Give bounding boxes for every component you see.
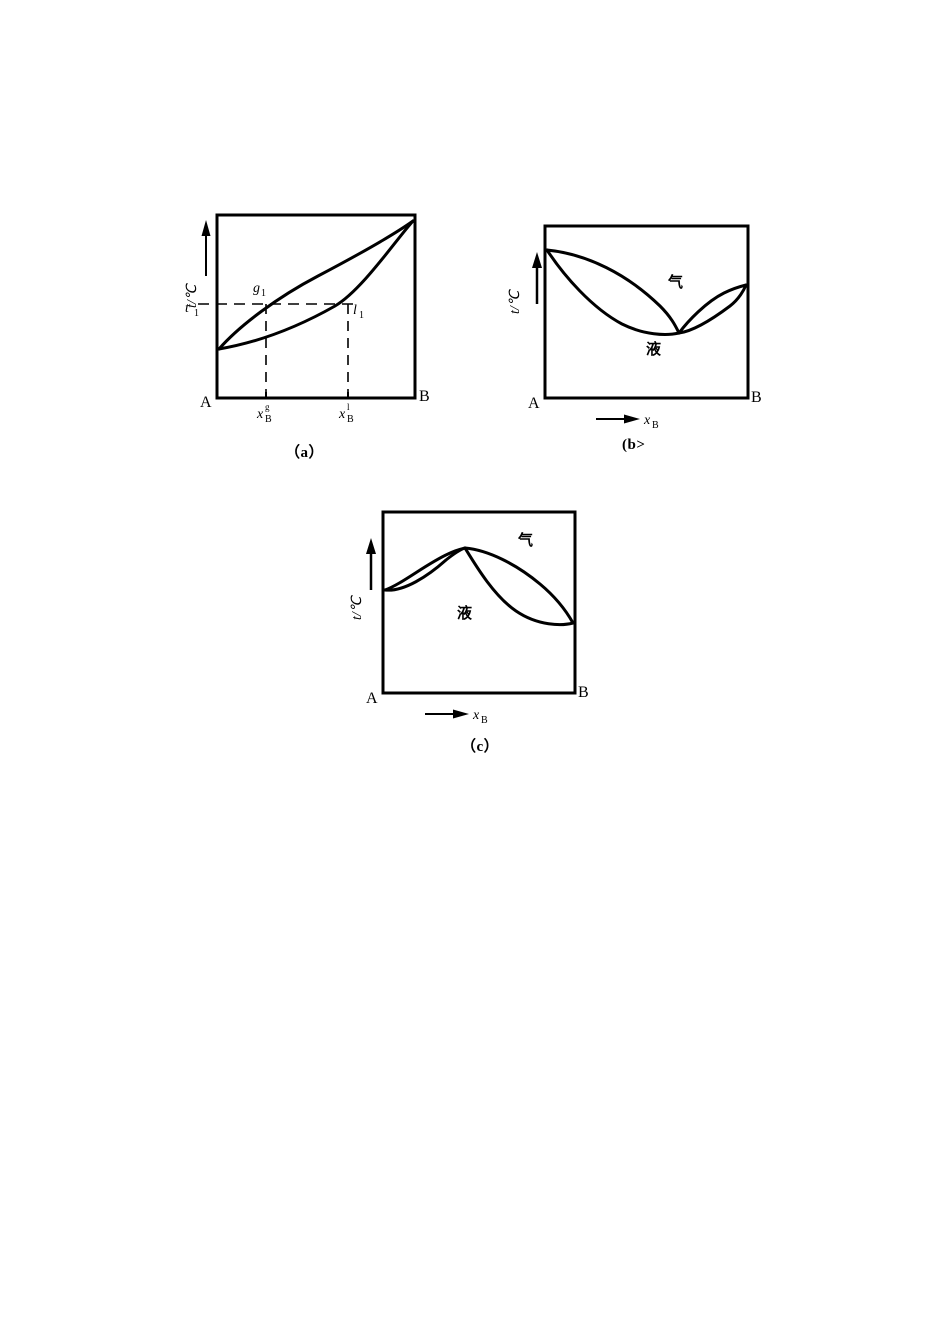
vapour-curve-c-right	[463, 546, 575, 625]
y-axis-label-c: t/℃	[350, 594, 365, 620]
phase-label-liquid-c: 液	[457, 604, 473, 622]
corner-label-b-right: B	[751, 389, 762, 406]
phase-diagram-c: t/℃ 气 液 A B x B	[350, 510, 589, 726]
g1-point-label-a: g 1	[253, 281, 266, 299]
svg-text:x: x	[643, 413, 651, 428]
y-axis-arrow-c	[366, 538, 376, 590]
x-tick-label-g-a: x B g	[256, 402, 272, 425]
phase-label-liquid-b: 液	[646, 340, 662, 358]
l1-point-label-a: l 1	[353, 303, 364, 321]
svg-text:1: 1	[359, 310, 364, 321]
corner-label-b-left: A	[528, 395, 540, 412]
svg-text:g: g	[265, 402, 270, 412]
svg-text:x: x	[256, 407, 264, 422]
plot-frame-b	[543, 224, 750, 400]
svg-text:l: l	[347, 402, 350, 412]
plot-frame-c	[381, 510, 577, 695]
svg-text:B: B	[347, 414, 354, 425]
svg-text:B: B	[265, 414, 272, 425]
corner-label-a-left: A	[200, 394, 212, 411]
figure-panel-c: t/℃ 气 液 A B x B	[330, 492, 630, 772]
liquidus-curve-c-left	[383, 546, 467, 592]
phase-label-gas-b: 气	[667, 273, 683, 291]
svg-text:g: g	[253, 281, 260, 296]
phase-diagram-b: t/℃ 气 液 A B x B	[508, 224, 762, 431]
x-axis-label-c: x B	[472, 708, 488, 726]
plot-frame-a	[215, 213, 417, 400]
figure-panel-b: t/℃ 气 液 A B x B	[492, 196, 792, 476]
y-axis-label-b: t/℃	[508, 288, 523, 314]
svg-text:B: B	[481, 715, 488, 726]
svg-text:x: x	[472, 708, 480, 723]
liquidus-curve-b-left	[545, 248, 681, 336]
caption-panel-c: （c）	[461, 739, 500, 755]
phase-label-gas-c: 气	[517, 531, 533, 549]
svg-text:B: B	[652, 420, 659, 431]
svg-text:t: t	[185, 301, 190, 316]
vapour-curve-a	[217, 219, 415, 351]
corner-label-c-left: A	[366, 690, 378, 707]
x-axis-arrow-b	[596, 414, 640, 424]
svg-text:1: 1	[194, 308, 199, 319]
y-axis-arrow-a	[201, 220, 211, 276]
x-axis-arrow-c	[425, 709, 469, 719]
vapour-curve-b-left	[545, 248, 681, 335]
caption-panel-b: (b>	[622, 437, 646, 453]
svg-text:1: 1	[261, 288, 266, 299]
y-axis-arrow-b	[532, 252, 542, 304]
liquidus-curve-b-right	[677, 283, 748, 335]
corner-label-a-right: B	[419, 388, 430, 405]
t1-label-a: t 1	[185, 301, 199, 319]
phase-diagram-a: t/℃ t 1 g 1	[185, 213, 430, 425]
figure-panel-a: t/℃ t 1 g 1	[170, 196, 470, 476]
y-axis-label-a: t/℃	[185, 282, 200, 308]
liquidus-curve-a	[217, 219, 415, 351]
corner-label-c-right: B	[578, 684, 589, 701]
liquidus-curve-c-right	[463, 546, 575, 626]
x-axis-label-b: x B	[643, 413, 659, 431]
svg-text:x: x	[338, 407, 346, 422]
svg-text:l: l	[353, 303, 357, 318]
vapour-curve-b-right	[677, 283, 748, 335]
caption-panel-a: （a）	[285, 445, 325, 461]
x-tick-label-l-a: x B l	[338, 402, 354, 425]
